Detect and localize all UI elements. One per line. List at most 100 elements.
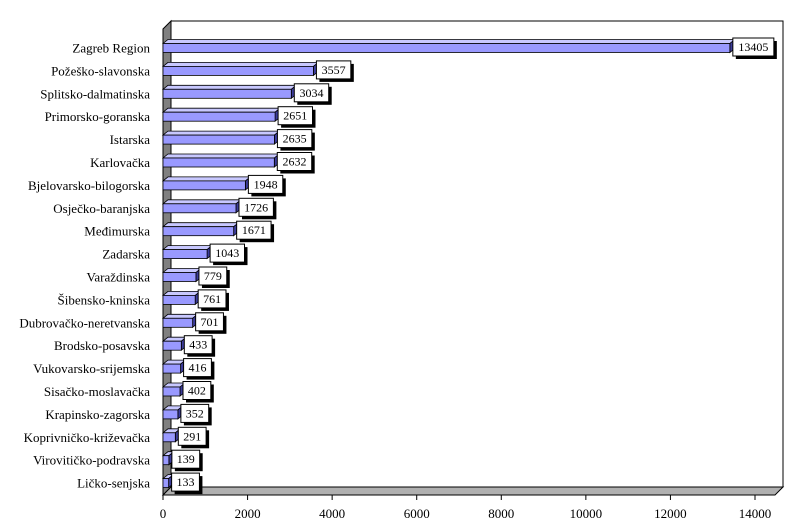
bar	[161, 38, 736, 54]
bar-top	[161, 199, 243, 205]
category-label: Sisačko-moslavačka	[44, 384, 150, 399]
data-label: 701	[195, 312, 227, 334]
bar	[161, 107, 282, 123]
bar-face	[162, 340, 182, 351]
data-label-text: 761	[203, 292, 221, 306]
data-label-box	[293, 83, 330, 103]
data-label: 433	[183, 335, 216, 357]
bar-top	[161, 130, 281, 136]
data-label-text: 779	[204, 269, 222, 283]
data-label-box	[182, 381, 212, 400]
category-label: Splitsko-dalmatinska	[40, 86, 150, 101]
bar-face	[162, 409, 179, 420]
category-label: Krapinsko-zagorska	[45, 407, 150, 422]
data-label: 1671	[236, 220, 275, 243]
bar-face	[162, 363, 181, 374]
data-label-text: 291	[183, 429, 201, 443]
data-label: 1948	[247, 174, 286, 197]
category-label: Bjelovarsko-bilogorska	[28, 178, 150, 193]
data-label-text: 402	[188, 384, 206, 398]
data-label: 2651	[277, 106, 316, 128]
data-label-text: 2651	[283, 109, 307, 123]
category-label: Varaždinska	[86, 270, 150, 285]
x-tick-label: 10000	[570, 506, 603, 521]
data-label-box	[236, 220, 272, 240]
data-label-box	[197, 289, 227, 309]
data-label-text: 2632	[282, 155, 306, 169]
data-label-box	[276, 129, 313, 149]
data-label-box	[180, 403, 210, 423]
category-label: Ličko-senjska	[77, 476, 150, 491]
data-label-box	[277, 106, 313, 126]
bar-face	[162, 66, 314, 76]
category-label: Šibensko-kninska	[58, 292, 151, 307]
category-label: Požeško-slavonska	[51, 63, 150, 78]
bar-face	[162, 294, 196, 305]
data-label: 416	[183, 358, 215, 380]
data-label-box	[238, 197, 274, 217]
category-label: Vukovarsko-srijemska	[33, 361, 150, 376]
bar-top	[161, 290, 202, 296]
data-label-text: 3034	[299, 86, 323, 100]
bar-face	[162, 317, 194, 328]
data-label-box	[732, 37, 775, 57]
data-label-box	[183, 358, 212, 378]
data-label: 779	[198, 266, 230, 288]
data-label: 13405	[732, 37, 777, 59]
data-label: 1726	[238, 197, 277, 220]
bar-face	[162, 180, 246, 191]
floor	[161, 486, 785, 496]
data-label: 2632	[276, 152, 315, 174]
bar	[161, 382, 187, 397]
x-tick-label: 0	[160, 506, 167, 521]
bar-top	[161, 62, 320, 67]
data-label: 291	[177, 426, 210, 449]
data-label: 352	[180, 403, 212, 426]
data-label-box	[195, 312, 224, 332]
bar-face	[162, 226, 235, 237]
data-label-text: 3557	[322, 63, 346, 77]
bar-face	[162, 386, 181, 397]
data-label-text: 1671	[242, 223, 266, 237]
data-label-text: 433	[189, 338, 207, 352]
data-label-box	[183, 335, 213, 355]
bar-top	[161, 107, 282, 113]
bar	[161, 198, 243, 214]
data-label-text: 13405	[738, 40, 768, 54]
bar-top	[161, 39, 736, 44]
data-label-text: 133	[177, 475, 195, 489]
bar	[161, 336, 188, 352]
data-label: 402	[182, 381, 214, 403]
bar	[161, 176, 252, 191]
bar	[161, 427, 182, 443]
data-label-text: 416	[188, 361, 206, 375]
bar-top	[161, 84, 298, 90]
data-label-box	[198, 266, 228, 286]
data-label-text: 352	[186, 406, 204, 420]
bar-face	[162, 249, 208, 260]
bar-top	[161, 268, 203, 273]
bar	[161, 313, 199, 329]
data-label-text: 139	[177, 452, 195, 466]
category-label: Karlovačka	[90, 155, 150, 170]
bar-face	[162, 134, 275, 145]
bar	[161, 244, 214, 260]
bar	[161, 405, 185, 420]
value-labels: 13405 3557 3034 2651 2635 2632 1948 1726 1671104…	[171, 37, 777, 495]
bar-top	[161, 222, 240, 228]
data-label-box	[171, 472, 200, 492]
bar-top	[161, 245, 214, 251]
category-label: Dubrovačko-neretvanska	[19, 315, 150, 330]
bar-face	[162, 88, 292, 99]
bar	[161, 290, 202, 306]
data-label-box	[209, 243, 246, 263]
bar-face	[162, 111, 276, 122]
data-label: 2635	[276, 129, 315, 151]
category-label: Primorsko-goranska	[45, 109, 151, 124]
data-label-text: 1948	[254, 177, 278, 191]
bar	[161, 61, 320, 77]
data-label-text: 701	[201, 315, 219, 329]
category-label: Osječko-baranjska	[53, 201, 150, 216]
category-label: Zadarska	[102, 247, 150, 262]
